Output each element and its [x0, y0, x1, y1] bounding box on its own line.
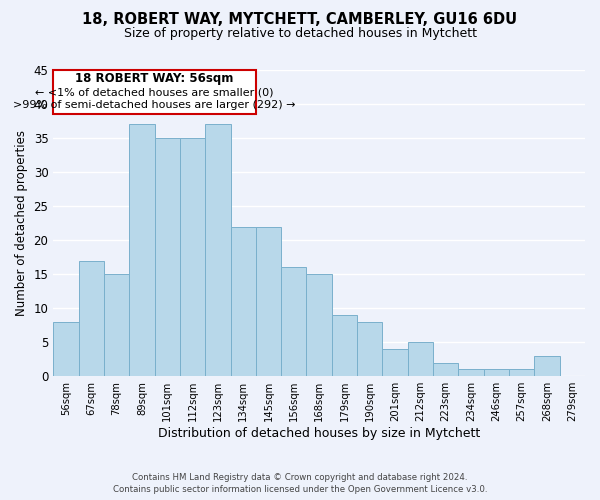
- Bar: [408, 342, 433, 376]
- Bar: [104, 274, 129, 376]
- Bar: [129, 124, 155, 376]
- Bar: [332, 315, 357, 376]
- Text: Contains HM Land Registry data © Crown copyright and database right 2024.: Contains HM Land Registry data © Crown c…: [132, 473, 468, 482]
- Text: Contains public sector information licensed under the Open Government Licence v3: Contains public sector information licen…: [113, 486, 487, 494]
- Bar: [256, 226, 281, 376]
- Text: ← <1% of detached houses are smaller (0): ← <1% of detached houses are smaller (0): [35, 87, 274, 97]
- Text: 18 ROBERT WAY: 56sqm: 18 ROBERT WAY: 56sqm: [76, 72, 234, 86]
- Bar: [535, 356, 560, 376]
- Bar: [230, 226, 256, 376]
- Bar: [205, 124, 230, 376]
- Bar: [484, 370, 509, 376]
- Bar: [458, 370, 484, 376]
- Text: >99% of semi-detached houses are larger (292) →: >99% of semi-detached houses are larger …: [13, 100, 296, 110]
- X-axis label: Distribution of detached houses by size in Mytchett: Distribution of detached houses by size …: [158, 427, 480, 440]
- Bar: [281, 268, 307, 376]
- Bar: [433, 362, 458, 376]
- Bar: [155, 138, 180, 376]
- Bar: [53, 322, 79, 376]
- Bar: [79, 260, 104, 376]
- Y-axis label: Number of detached properties: Number of detached properties: [15, 130, 28, 316]
- Text: 18, ROBERT WAY, MYTCHETT, CAMBERLEY, GU16 6DU: 18, ROBERT WAY, MYTCHETT, CAMBERLEY, GU1…: [82, 12, 518, 28]
- Bar: [357, 322, 382, 376]
- Bar: [382, 349, 408, 376]
- Bar: [180, 138, 205, 376]
- Bar: [307, 274, 332, 376]
- Text: Size of property relative to detached houses in Mytchett: Size of property relative to detached ho…: [124, 28, 476, 40]
- Bar: [509, 370, 535, 376]
